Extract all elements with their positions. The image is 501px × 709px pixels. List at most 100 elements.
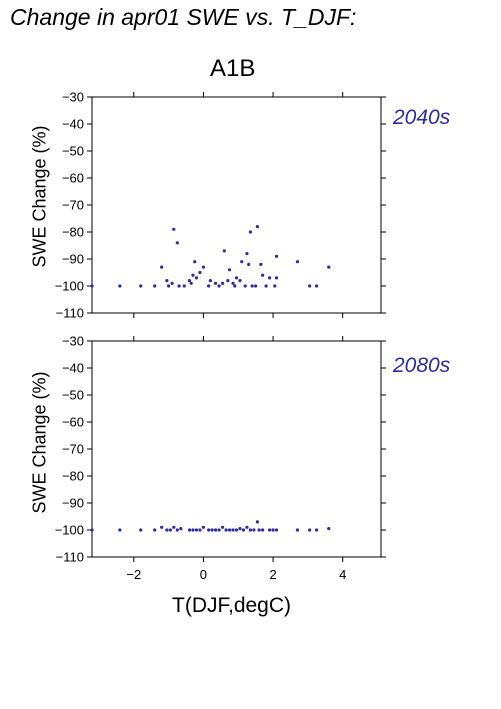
y-tick-label: −70 bbox=[62, 442, 84, 457]
data-point bbox=[240, 260, 244, 264]
data-point bbox=[254, 284, 258, 288]
data-point bbox=[241, 528, 246, 532]
data-point bbox=[226, 279, 230, 283]
x-tick-label: −2 bbox=[126, 567, 141, 582]
data-point bbox=[187, 528, 192, 532]
data-point bbox=[210, 528, 214, 532]
data-point bbox=[217, 284, 221, 288]
period-label-2080s: 2080s bbox=[393, 354, 451, 377]
data-point bbox=[153, 528, 157, 532]
data-point bbox=[267, 528, 272, 532]
data-point bbox=[314, 284, 319, 288]
data-point bbox=[243, 284, 247, 288]
data-point bbox=[220, 525, 225, 529]
x-tick-label: 0 bbox=[200, 567, 207, 582]
y-tick-label: −40 bbox=[62, 361, 84, 376]
data-point bbox=[257, 528, 261, 532]
data-point bbox=[189, 281, 193, 285]
data-point bbox=[327, 527, 331, 531]
data-point bbox=[261, 528, 265, 532]
data-point bbox=[273, 284, 277, 288]
x-tick-label: 4 bbox=[339, 567, 346, 582]
data-point bbox=[214, 528, 218, 532]
data-point bbox=[194, 276, 199, 280]
data-point bbox=[327, 265, 331, 269]
data-point bbox=[118, 528, 122, 532]
data-point bbox=[255, 520, 259, 524]
data-point bbox=[194, 528, 199, 532]
data-point bbox=[160, 265, 164, 269]
data-point bbox=[198, 270, 202, 275]
data-point bbox=[217, 528, 221, 532]
y-tick-label: −60 bbox=[62, 171, 84, 186]
data-point bbox=[245, 525, 249, 529]
data-point bbox=[255, 225, 259, 229]
period-label-2040s: 2040s bbox=[393, 106, 451, 129]
data-point bbox=[238, 279, 242, 283]
data-point bbox=[207, 528, 211, 532]
data-point bbox=[274, 528, 279, 532]
data-point bbox=[220, 281, 225, 285]
data-point bbox=[214, 281, 218, 285]
y-tick-label: −90 bbox=[62, 496, 84, 511]
data-point bbox=[247, 262, 251, 266]
data-point bbox=[207, 284, 211, 288]
data-point bbox=[227, 528, 232, 532]
data-point bbox=[167, 284, 171, 288]
data-point bbox=[227, 268, 232, 272]
data-point bbox=[222, 249, 226, 253]
data-point bbox=[191, 528, 195, 532]
data-point bbox=[187, 279, 192, 283]
data-point bbox=[170, 281, 174, 285]
plot-frame-1 bbox=[91, 340, 382, 558]
y-tick-label: −100 bbox=[55, 523, 84, 538]
data-point bbox=[198, 528, 202, 532]
data-point bbox=[245, 252, 249, 256]
data-point bbox=[168, 528, 172, 532]
data-point bbox=[261, 273, 265, 277]
data-point bbox=[179, 527, 183, 531]
data-point bbox=[314, 528, 319, 532]
y-tick-label: −80 bbox=[62, 469, 84, 484]
data-point bbox=[234, 528, 239, 532]
y-tick-label: −50 bbox=[62, 144, 84, 159]
y-tick-label: −30 bbox=[62, 334, 84, 349]
data-point bbox=[233, 284, 237, 288]
data-point bbox=[201, 525, 206, 529]
y-tick-label: −30 bbox=[62, 90, 84, 105]
data-point bbox=[274, 254, 279, 258]
y-tick-label: −110 bbox=[56, 306, 84, 321]
data-point bbox=[165, 528, 169, 532]
data-point bbox=[238, 527, 242, 531]
data-point bbox=[160, 525, 164, 529]
data-point bbox=[172, 525, 176, 529]
x-axis-label: T(DJF,degC) bbox=[172, 594, 292, 617]
data-point bbox=[248, 230, 253, 234]
data-point bbox=[259, 262, 263, 266]
data-point bbox=[118, 284, 122, 288]
data-point bbox=[271, 528, 275, 532]
y-tick-label: −50 bbox=[62, 388, 84, 403]
data-point bbox=[90, 284, 94, 288]
y-tick-label: −110 bbox=[56, 550, 84, 565]
data-point bbox=[264, 284, 268, 288]
data-point bbox=[250, 284, 254, 288]
data-point bbox=[231, 528, 235, 532]
data-point bbox=[90, 528, 94, 532]
page-title: Change in apr01 SWE vs. T_DJF: bbox=[10, 4, 357, 30]
y-tick-label: −60 bbox=[62, 415, 84, 430]
data-point bbox=[139, 284, 143, 288]
scenario-title: A1B bbox=[210, 55, 256, 82]
data-point bbox=[308, 528, 312, 532]
x-tick-label: 2 bbox=[269, 567, 276, 582]
data-point bbox=[248, 528, 253, 532]
data-point bbox=[252, 528, 256, 532]
data-point bbox=[224, 528, 228, 532]
y-tick-label: −40 bbox=[62, 117, 84, 132]
data-point bbox=[201, 265, 206, 269]
data-point bbox=[193, 260, 197, 264]
data-point bbox=[231, 281, 235, 285]
y-tick-label: −70 bbox=[62, 198, 84, 213]
data-point bbox=[182, 284, 186, 288]
